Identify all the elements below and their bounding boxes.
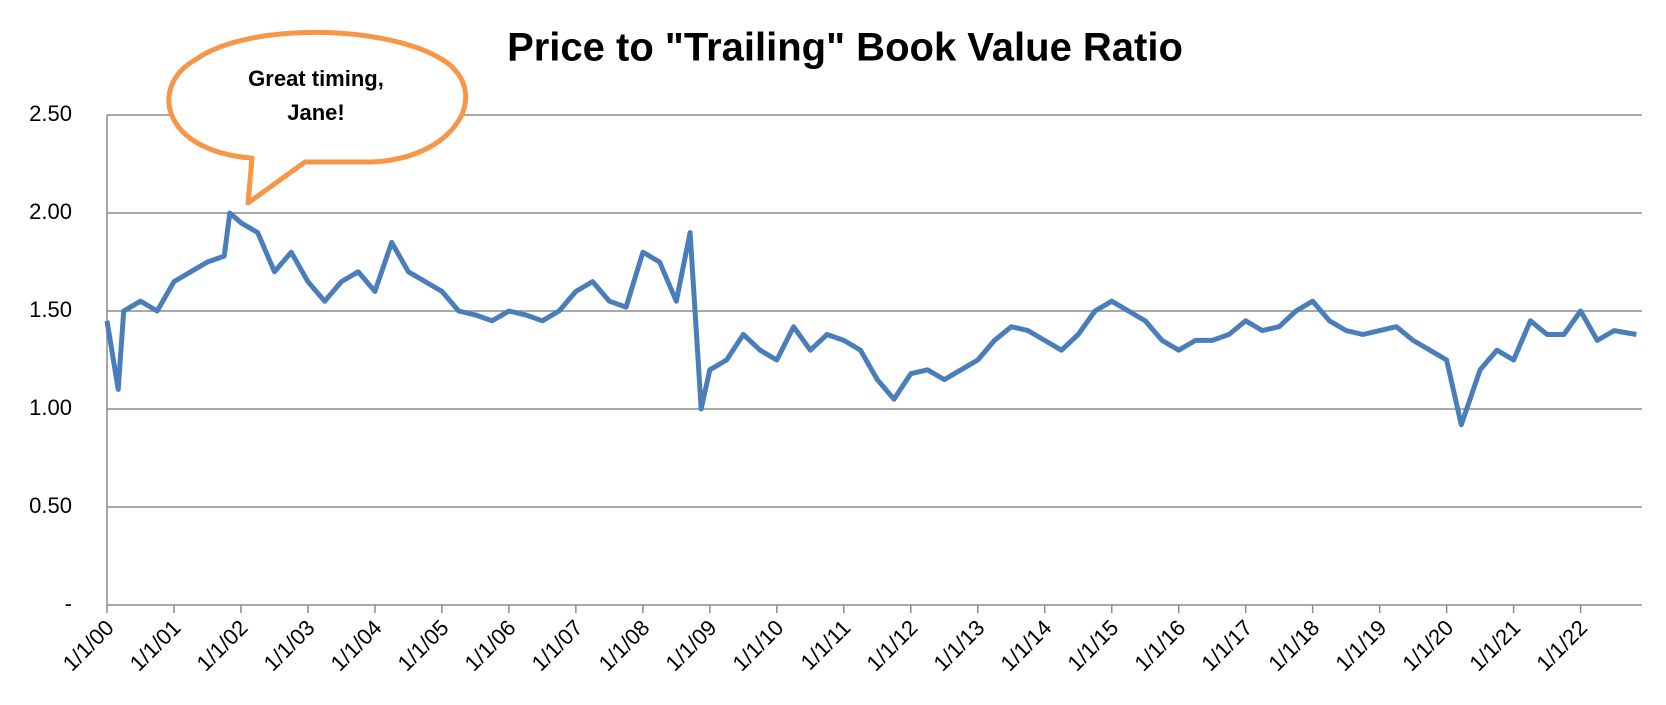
x-tick-label: 1/1/15 — [1062, 615, 1123, 676]
x-tick-label: 1/1/01 — [125, 615, 186, 676]
y-tick-label: 1.00 — [29, 395, 72, 420]
x-tick-label: 1/1/16 — [1129, 615, 1190, 676]
annotation: Jane! — [287, 100, 344, 125]
x-tick-label: 1/1/11 — [796, 615, 856, 675]
x-tick-label: 1/1/10 — [728, 615, 789, 676]
x-tick-label: 1/1/21 — [1464, 615, 1525, 676]
y-tick-label: 0.50 — [29, 493, 72, 518]
x-tick-label: 1/1/17 — [1196, 615, 1257, 676]
y-tick-label: - — [65, 591, 72, 616]
x-tick-label: 1/1/03 — [259, 615, 320, 676]
x-tick-label: 1/1/13 — [928, 615, 989, 676]
annotation: Great timing, — [248, 66, 384, 91]
x-tick-label: 1/1/20 — [1397, 615, 1458, 676]
data-line — [104, 210, 1637, 428]
x-tick-label: 1/1/19 — [1330, 615, 1391, 676]
x-tick-label: 1/1/05 — [393, 615, 454, 676]
x-tick-label: 1/1/07 — [527, 615, 588, 676]
x-tick-label: 1/1/00 — [58, 615, 119, 676]
x-tick-label: 1/1/09 — [661, 615, 722, 676]
x-tick-label: 1/1/08 — [594, 615, 655, 676]
y-tick-label: 2.50 — [29, 101, 72, 126]
speech-bubble — [166, 29, 469, 206]
x-tick-label: 1/1/22 — [1531, 615, 1592, 676]
y-tick-label: 1.50 — [29, 297, 72, 322]
x-tick-label: 1/1/06 — [460, 615, 521, 676]
x-tick-label: 1/1/12 — [861, 615, 922, 676]
y-tick-label: 2.00 — [29, 199, 72, 224]
x-tick-label: 1/1/18 — [1263, 615, 1324, 676]
x-tick-label: 1/1/02 — [192, 615, 253, 676]
x-tick-label: 1/1/14 — [995, 615, 1056, 676]
chart-title: Price to "Trailing" Book Value Ratio — [507, 26, 1183, 70]
x-tick-label: 1/1/04 — [326, 615, 387, 676]
